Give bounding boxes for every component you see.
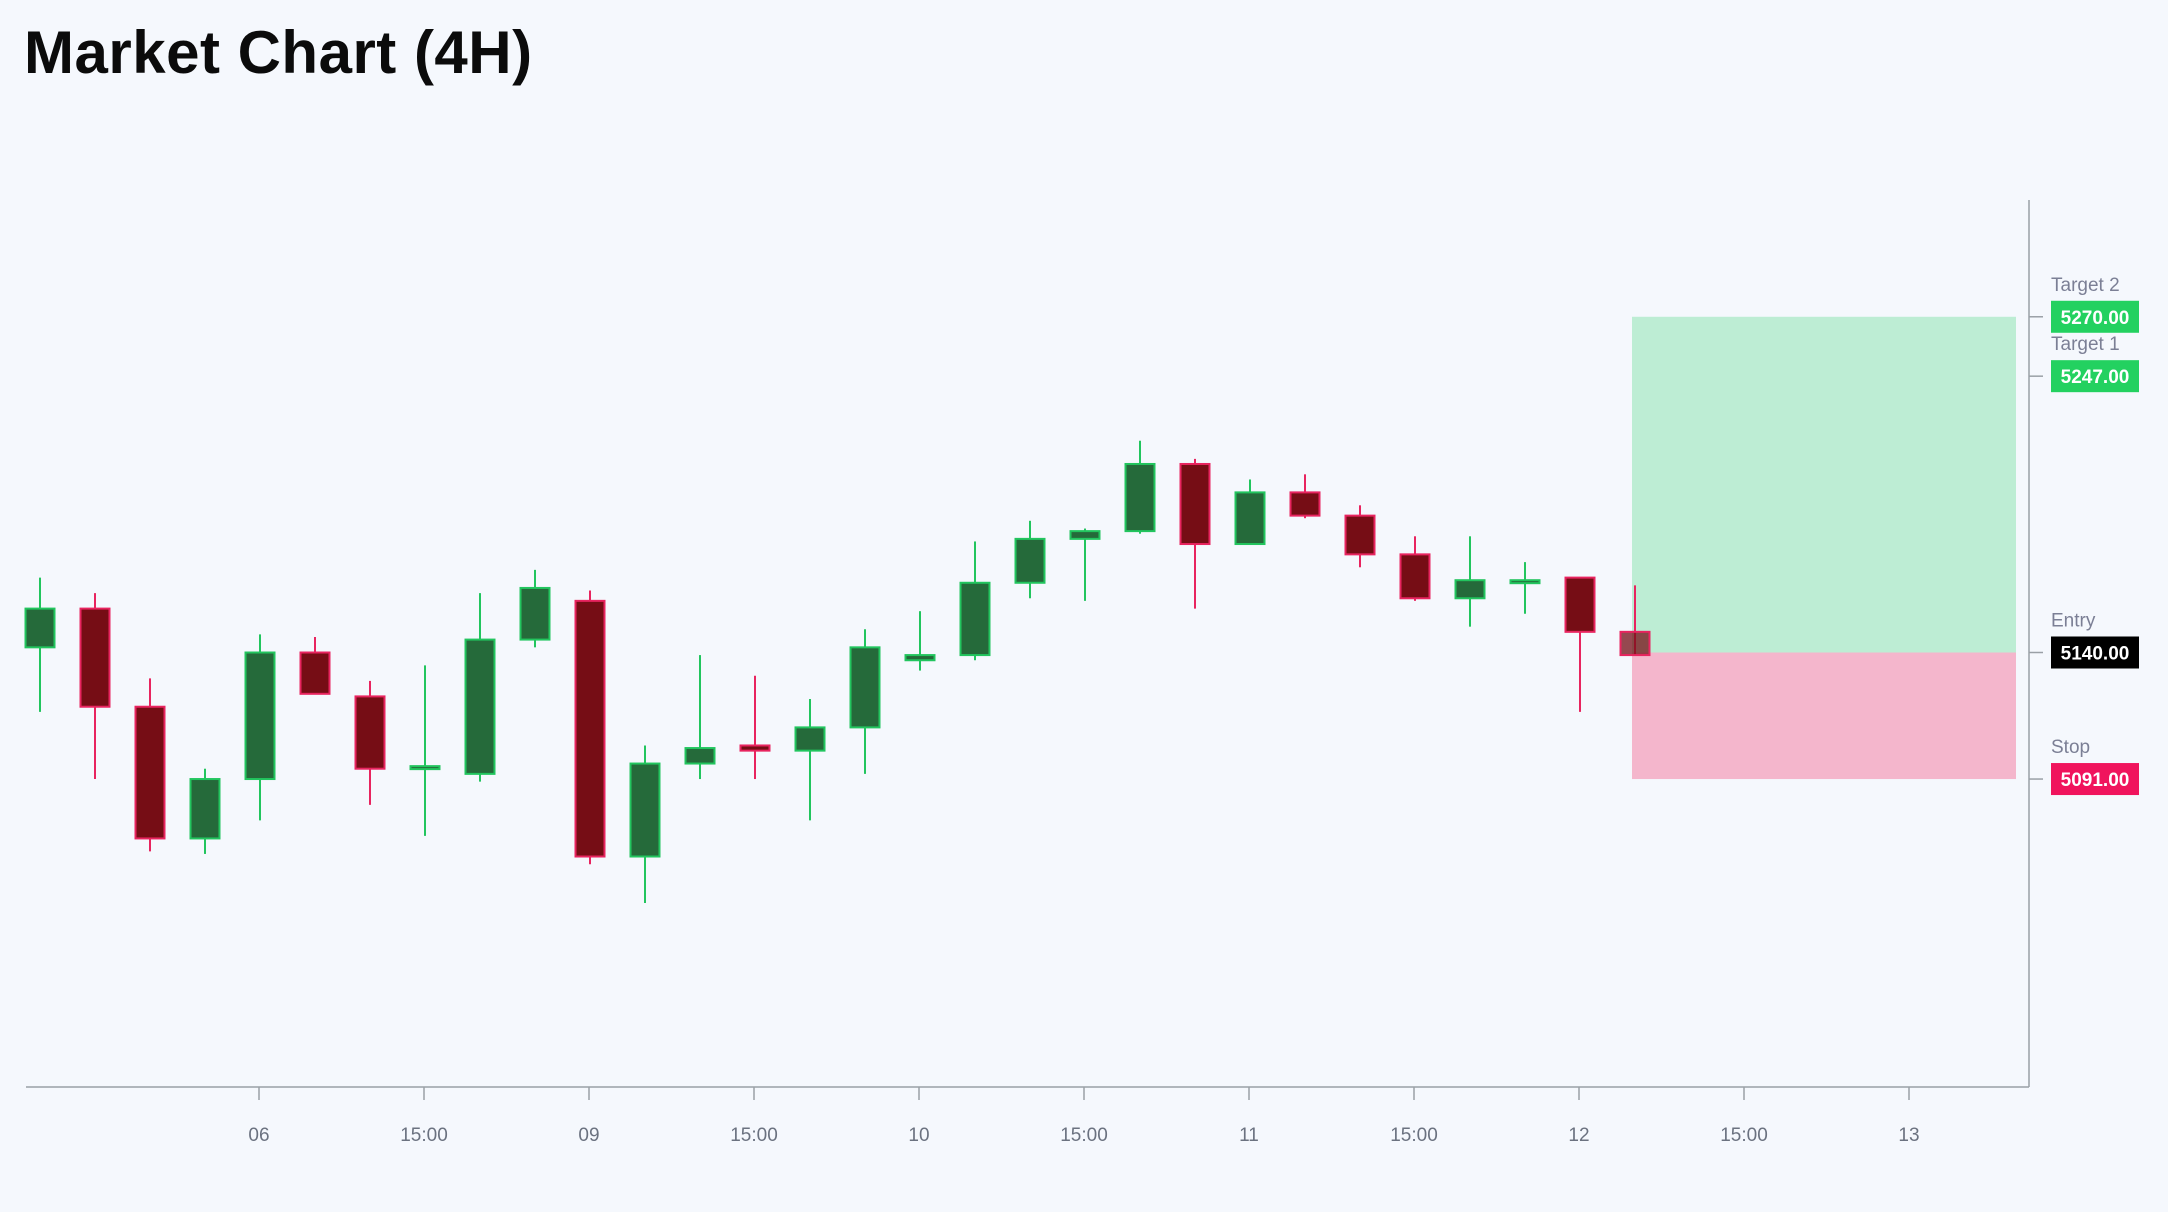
candle-body <box>464 638 496 775</box>
price-level-badge <box>2051 763 2139 796</box>
x-tick-label: 15:00 <box>400 1125 448 1146</box>
candle-body <box>79 607 111 708</box>
candle <box>519 569 551 648</box>
candle <box>134 678 166 852</box>
candle <box>244 634 276 821</box>
price-levels: Target 2 5270.00 Target 1 5247.00 Entry 5140.… <box>2029 275 2139 796</box>
candle-body <box>1399 553 1431 600</box>
candle-body <box>244 651 276 781</box>
candle <box>1399 536 1431 601</box>
candle-body <box>1289 491 1321 517</box>
candle <box>1124 440 1156 534</box>
price-level-entry: Entry 5140.00 <box>2029 611 2139 669</box>
candle <box>739 675 771 780</box>
candle-body <box>299 651 331 695</box>
candle <box>79 593 111 780</box>
price-level-target-2: Target 2 5270.00 <box>2029 275 2139 333</box>
candle <box>24 577 56 712</box>
x-tick-label: 06 <box>248 1125 269 1146</box>
candle <box>1344 505 1376 568</box>
price-level-name: Target 2 <box>2051 275 2120 296</box>
candle <box>629 745 661 904</box>
price-level-badge <box>2051 300 2139 333</box>
x-axis-ticks: 06 15:00 09 15:00 10 15:00 11 15:00 12 15:00 13 <box>248 1087 1920 1146</box>
target-zone <box>1632 316 2016 653</box>
price-level-name: Stop <box>2051 737 2090 758</box>
x-tick-label: 15:00 <box>1060 1125 1108 1146</box>
candle <box>1014 520 1046 599</box>
candle <box>1619 585 1651 657</box>
candle-body <box>959 581 991 657</box>
price-level-badge <box>2051 636 2139 669</box>
candle <box>464 593 496 782</box>
candle-body <box>1014 537 1046 584</box>
x-tick-label: 13 <box>1898 1125 1919 1146</box>
candle <box>1069 528 1101 601</box>
x-tick-label: 09 <box>578 1125 599 1146</box>
candle <box>1234 479 1266 546</box>
candle <box>1454 536 1486 627</box>
candle <box>684 655 716 780</box>
candle-body <box>1564 576 1596 633</box>
candle <box>409 665 441 836</box>
x-tick-label: 11 <box>1239 1125 1259 1146</box>
candle <box>1289 474 1321 519</box>
candle-body <box>354 695 386 770</box>
price-level-value: 5140.00 <box>2061 644 2130 665</box>
candle-body <box>189 778 221 840</box>
candle-body <box>1069 530 1101 540</box>
candle <box>299 637 331 695</box>
price-level-target-1: Target 1 5247.00 <box>2029 334 2139 393</box>
candle-body <box>24 607 56 649</box>
candle <box>1179 458 1211 609</box>
price-level-stop: Stop 5091.00 <box>2029 737 2139 796</box>
x-tick-label: 12 <box>1568 1125 1589 1146</box>
candle <box>1564 576 1596 712</box>
candle-body <box>794 726 826 752</box>
price-level-value: 5091.00 <box>2061 770 2130 791</box>
candles <box>24 440 1651 904</box>
candle-body <box>1124 462 1156 533</box>
candle-body <box>1454 579 1486 600</box>
candle <box>354 680 386 805</box>
axes <box>26 200 2030 1088</box>
candle-body <box>574 599 606 858</box>
price-level-value: 5270.00 <box>2061 308 2130 329</box>
x-tick-label: 15:00 <box>730 1125 778 1146</box>
candle-body <box>409 765 441 771</box>
x-tick-label: 15:00 <box>1720 1125 1768 1146</box>
stop-zone <box>1632 652 2016 780</box>
candle-body <box>849 646 881 729</box>
candle-body <box>739 744 771 752</box>
candle <box>849 629 881 774</box>
candle-body <box>1234 491 1266 546</box>
candle-body <box>629 762 661 858</box>
candle-body <box>1509 579 1541 585</box>
price-level-value: 5247.00 <box>2061 367 2130 388</box>
candle-body <box>684 747 716 765</box>
candle-body <box>904 654 936 662</box>
candle-body <box>1619 630 1651 657</box>
candle <box>794 698 826 821</box>
price-level-name: Entry <box>2051 611 2096 632</box>
candle-body <box>519 586 551 641</box>
page-title: Market Chart (4H) <box>24 19 533 86</box>
candle-body <box>1344 514 1376 556</box>
trade-zones <box>1632 316 2016 780</box>
candle <box>1509 562 1541 614</box>
x-tick-label: 10 <box>908 1125 929 1146</box>
candle <box>959 541 991 661</box>
candle-body <box>1179 462 1211 546</box>
candle-body <box>134 705 166 840</box>
x-tick-label: 15:00 <box>1390 1125 1438 1146</box>
candle <box>904 611 936 671</box>
price-level-badge <box>2051 360 2139 393</box>
candle <box>574 590 606 865</box>
candle <box>189 768 221 854</box>
price-level-name: Target 1 <box>2051 334 2120 355</box>
